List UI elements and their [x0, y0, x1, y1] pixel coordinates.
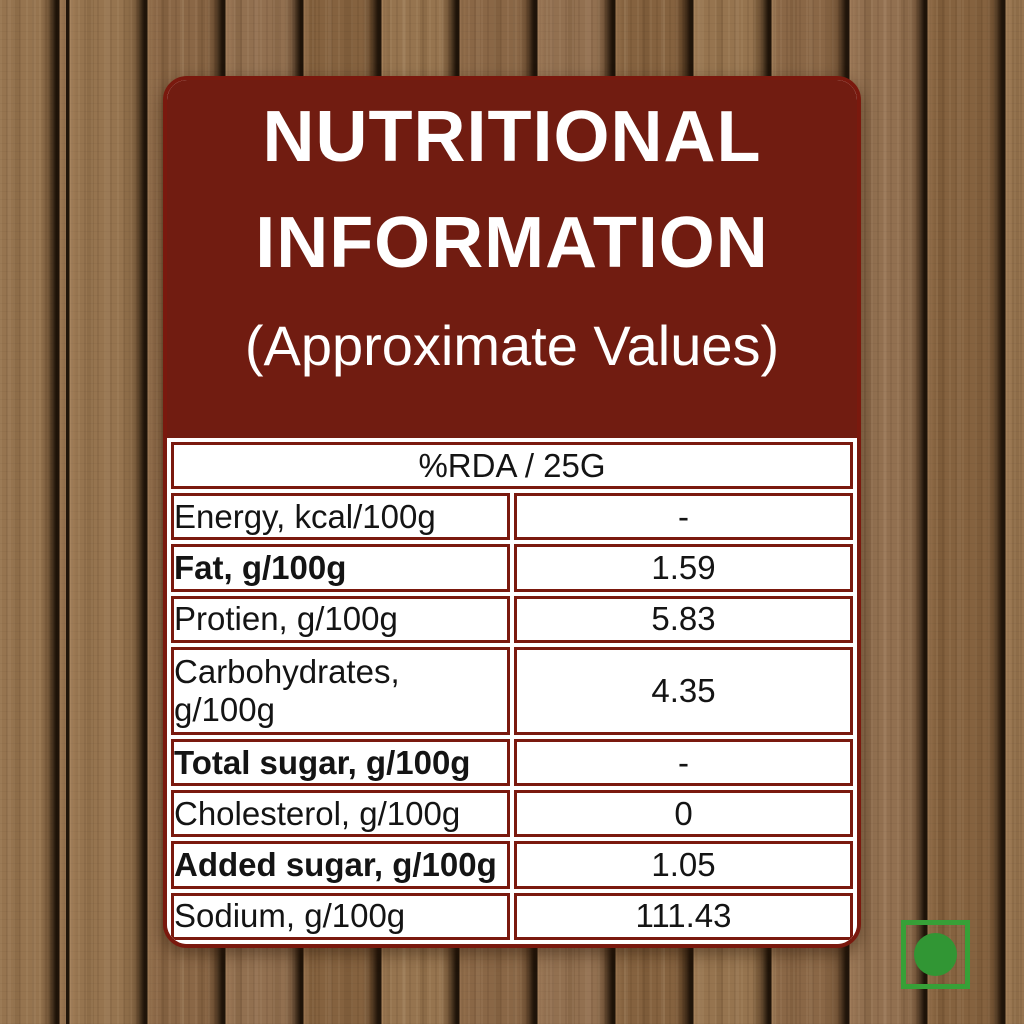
nutrient-label: Protien, g/100g — [171, 595, 510, 643]
title-line-1: NUTRITIONAL — [262, 97, 762, 177]
table-row: Fat, g/100g 1.59 — [171, 544, 853, 592]
card-header: NUTRITIONAL INFORMATION (Approximate Val… — [167, 80, 857, 438]
nutrient-value: 1.59 — [514, 544, 853, 592]
nutrient-label: Carbohydrates, g/100g — [171, 646, 510, 735]
vegetarian-mark-dot-icon — [914, 933, 957, 976]
nutrient-value: 111.43 — [514, 892, 853, 940]
table-row: Cholesterol, g/100g 0 — [171, 790, 853, 838]
nutrient-value: 5.83 — [514, 595, 853, 643]
nutrient-label: Fat, g/100g — [171, 544, 510, 592]
table-row: Total sugar, g/100g - — [171, 738, 853, 787]
nutrition-table: %RDA / 25G Energy, kcal/100g - Fat, g/10… — [167, 438, 857, 944]
table-row: Added sugar, g/100g 1.05 — [171, 841, 853, 889]
nutrient-value: - — [514, 738, 853, 787]
nutrient-label: Cholesterol, g/100g — [171, 790, 510, 838]
nutrient-label: Added sugar, g/100g — [171, 841, 510, 889]
subtitle: (Approximate Values) — [244, 314, 780, 377]
nutrient-label: Energy, kcal/100g — [171, 493, 510, 541]
nutrient-label: Total sugar, g/100g — [171, 738, 510, 787]
nutrient-label: Sodium, g/100g — [171, 892, 510, 940]
table-row: Protien, g/100g 5.83 — [171, 595, 853, 643]
table-header-row: %RDA / 25G — [171, 442, 853, 490]
table-row: Energy, kcal/100g - — [171, 493, 853, 541]
table-row: Sodium, g/100g 111.43 — [171, 892, 853, 940]
nutrition-label-card: NUTRITIONAL INFORMATION (Approximate Val… — [163, 76, 861, 948]
column-header-cell: %RDA / 25G — [171, 442, 853, 490]
title-line-2: INFORMATION — [255, 203, 769, 283]
nutrient-value: - — [514, 493, 853, 541]
nutrient-value: 4.35 — [514, 646, 853, 735]
vegetarian-mark — [901, 920, 970, 989]
table-row: Carbohydrates, g/100g 4.35 — [171, 646, 853, 735]
nutrition-table-wrap: %RDA / 25G Energy, kcal/100g - Fat, g/10… — [167, 438, 857, 944]
nutrient-value: 1.05 — [514, 841, 853, 889]
nutrient-value: 0 — [514, 790, 853, 838]
